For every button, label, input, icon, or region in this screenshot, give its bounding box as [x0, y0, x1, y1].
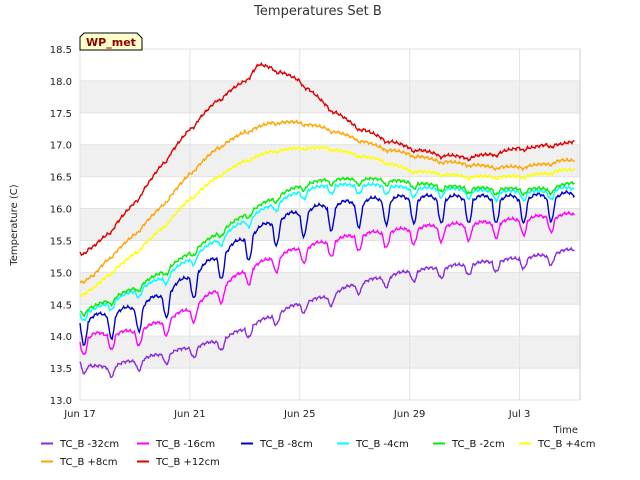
- chart-title: Temperatures Set B: [253, 4, 382, 19]
- grid-band: [80, 336, 580, 369]
- y-tick-label: 15.0: [50, 268, 72, 279]
- legend-label: TC_B -4cm: [355, 439, 409, 450]
- legend-label: TC_B +8cm: [59, 457, 118, 468]
- legend-item: TC_B -8cm: [241, 439, 313, 450]
- y-tick-label: 16.5: [50, 173, 72, 184]
- grid-band: [80, 272, 580, 305]
- series-line-tc-b-2cm: [79, 176, 575, 318]
- wp-met-badge: WP_met: [79, 32, 143, 51]
- series-line-tc-b-12cm: [79, 61, 575, 257]
- y-tick-label: 13.0: [50, 396, 72, 407]
- y-tick-label: 15.5: [50, 236, 72, 247]
- y-tick-label: 18.5: [50, 45, 72, 56]
- wp-met-badge-label: WP_met: [86, 36, 136, 49]
- legend-item: TC_B -32cm: [41, 439, 119, 450]
- series-line-tc-b-16cm: [79, 210, 576, 356]
- series-line-tc-b-4cm: [80, 144, 576, 298]
- legend-item: TC_B -16cm: [137, 439, 215, 450]
- y-tick-label: 17.0: [50, 141, 72, 152]
- y-axis-ticks: 13.0 13.5 14.0 14.5 15.0 15.5 16.0 16.5 17.0 17.5…: [50, 45, 72, 407]
- x-tick-label: Jun 17: [63, 409, 96, 420]
- legend-label: TC_B -32cm: [59, 439, 119, 450]
- legend-label: TC_B -8cm: [259, 439, 313, 450]
- y-tick-label: 13.5: [50, 364, 72, 375]
- x-tick-label: Jul 3: [508, 409, 531, 420]
- x-axis-ticks: Jun 17 Jun 21 Jun 25 Jun 29 Jul 3: [63, 409, 530, 420]
- legend-item: TC_B +8cm: [41, 457, 118, 468]
- series-line-tc-b-32cm: [79, 246, 575, 379]
- series-line-tc-b-4cm: [79, 181, 575, 322]
- y-tick-label: 14.5: [50, 300, 72, 311]
- x-axis-label: Time: [553, 425, 578, 436]
- series-line-tc-b-8cm: [79, 119, 576, 284]
- legend-label: TC_B +4cm: [537, 439, 596, 450]
- y-axis-label: Temperature (C): [9, 184, 20, 266]
- x-tick-label: Jun 29: [393, 409, 426, 420]
- legend-item: TC_B +12cm: [137, 457, 220, 468]
- legend-label: TC_B -2cm: [451, 439, 505, 450]
- series-line-tc-b-8cm: [79, 189, 576, 346]
- y-tick-label: 17.5: [50, 109, 72, 120]
- y-tick-label: 16.0: [50, 205, 72, 216]
- wp-met-badge-box: [79, 32, 143, 51]
- legend-label: TC_B -16cm: [155, 439, 215, 450]
- grid-band: [80, 80, 580, 113]
- legend-item: TC_B -2cm: [433, 439, 505, 450]
- y-tick-label: 18.0: [50, 77, 72, 88]
- series-lines: [79, 61, 576, 379]
- legend-item: TC_B +4cm: [519, 439, 596, 450]
- x-tick-label: Jun 21: [173, 409, 206, 420]
- legend: TC_B -32cm TC_B -16cm TC_B -8cm TC_B -4cm TC…: [41, 439, 596, 468]
- x-tick-label: Jun 25: [283, 409, 316, 420]
- y-tick-label: 14.0: [50, 332, 72, 343]
- gridlines: [79, 48, 580, 401]
- legend-item: TC_B -4cm: [337, 439, 409, 450]
- legend-label: TC_B +12cm: [155, 457, 220, 468]
